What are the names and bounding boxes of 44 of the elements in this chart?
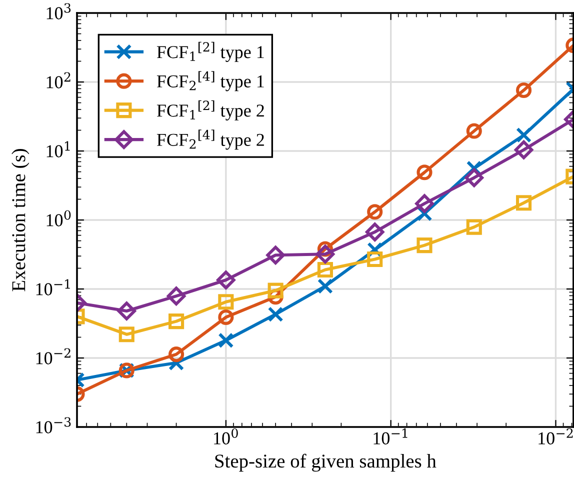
- y-tick-label: 10$^{1}$: [46, 141, 70, 158]
- y-tick-label: 10$^{3}$: [46, 3, 71, 20]
- point: [216, 270, 236, 290]
- point: [464, 168, 484, 188]
- point: [117, 302, 136, 320]
- point: [516, 127, 532, 143]
- point: [268, 282, 284, 298]
- point: [416, 238, 432, 254]
- point: [316, 244, 335, 264]
- point: [168, 346, 184, 362]
- point: [367, 204, 383, 220]
- point: [365, 222, 384, 242]
- y-tick-label: 10$^{−1}$: [36, 279, 70, 296]
- point: [516, 195, 532, 211]
- x-tick-label: 10$^{−2}$: [538, 428, 573, 444]
- legend-label: FCF$_{2}$$^{[4]}$ type 1: [156, 71, 264, 92]
- x-tick-label: 10$^{−1}$: [374, 428, 408, 444]
- point: [218, 332, 234, 348]
- x-tick-label: 10$^{0}$: [214, 428, 238, 444]
- point: [415, 194, 434, 213]
- point: [514, 140, 534, 160]
- x-axis-title: Step-size of given samples h: [215, 454, 436, 472]
- point: [317, 278, 333, 294]
- point: [118, 326, 134, 342]
- point: [367, 251, 383, 268]
- point: [317, 262, 333, 278]
- y-axis-title: Execution time (s): [12, 149, 30, 292]
- legend-label: FCF$_{1}$$^{[2]}$ type 2: [156, 100, 264, 120]
- point: [266, 246, 285, 264]
- point: [466, 219, 482, 235]
- point: [466, 123, 482, 139]
- point: [416, 164, 432, 180]
- point: [218, 309, 234, 325]
- point: [166, 286, 186, 306]
- point: [516, 82, 532, 98]
- legend-label: FCF$_{1}$$^{[2]}$ type 1: [156, 42, 264, 62]
- y-tick-label: 10$^{−3}$: [36, 417, 71, 434]
- y-tick-label: 10$^{−2}$: [36, 348, 70, 364]
- point: [268, 306, 284, 322]
- y-tick-label: 10$^{2}$: [46, 72, 70, 88]
- legend-label: FCF$_{2}$$^{[4]}$ type 2: [156, 130, 264, 150]
- point: [218, 294, 234, 310]
- point: [168, 314, 184, 330]
- y-tick-label: 10$^{0}$: [46, 210, 71, 226]
